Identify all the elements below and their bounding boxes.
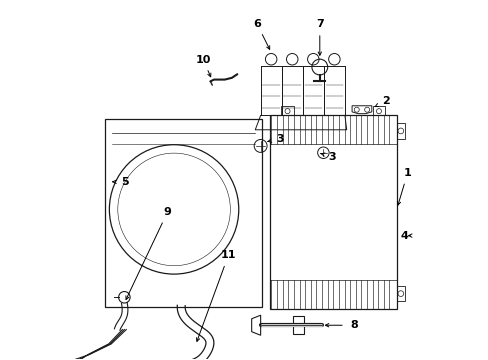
Text: 9: 9: [163, 207, 171, 217]
Text: 8: 8: [349, 320, 357, 330]
Text: 2: 2: [382, 96, 389, 106]
Text: 6: 6: [253, 19, 261, 29]
Text: 4: 4: [399, 231, 407, 240]
Text: 5: 5: [122, 177, 129, 187]
Text: 3: 3: [275, 134, 283, 144]
Text: 3: 3: [328, 152, 335, 162]
Text: 1: 1: [403, 168, 411, 178]
Text: 11: 11: [220, 250, 236, 260]
Text: 7: 7: [315, 19, 323, 29]
Text: 10: 10: [195, 55, 210, 65]
